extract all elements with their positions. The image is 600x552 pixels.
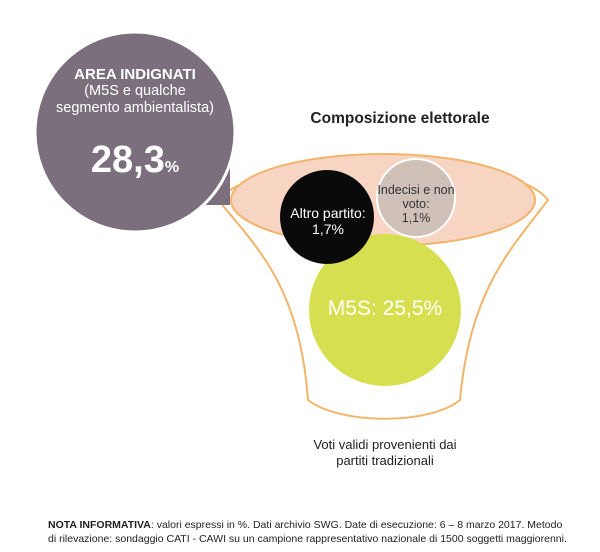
altro-partito-value: 1,7% [312,221,344,237]
note-label: NOTA INFORMATIVA [48,519,151,531]
note-text: : valori espressi in %. Dati archivio SW… [48,519,567,545]
altro-partito-label: Altro partito: 1,7% [278,205,378,237]
indecisi-value: 1,1% [401,211,431,225]
area-value: 28,3 [90,139,165,181]
indecisi-name: Indecisi e non voto: [377,183,455,211]
composition-title: Composizione elettorale [310,110,490,127]
indecisi-bubble [376,158,456,238]
altro-partito-bubble [280,170,374,264]
m5s-bubble [309,234,461,386]
m5s-label: M5S: 25,5% [327,297,443,320]
area-value-unit: % [164,159,180,176]
altro-partito-name: Altro partito: [290,205,366,221]
area-value-wrap: 28,3% [55,138,215,190]
funnel-caption: Voti validi provenienti dai partiti trad… [313,437,457,468]
indecisi-label: Indecisi e non voto: 1,1% [376,183,456,225]
area-indignati-bubble [33,30,237,234]
note-informativa: NOTA INFORMATIVA: valori espressi in %. … [48,518,568,546]
area-title: AREA INDIGNATI [74,66,196,83]
area-subtitle: (M5S e qualche segmento ambientalista) [56,83,214,116]
